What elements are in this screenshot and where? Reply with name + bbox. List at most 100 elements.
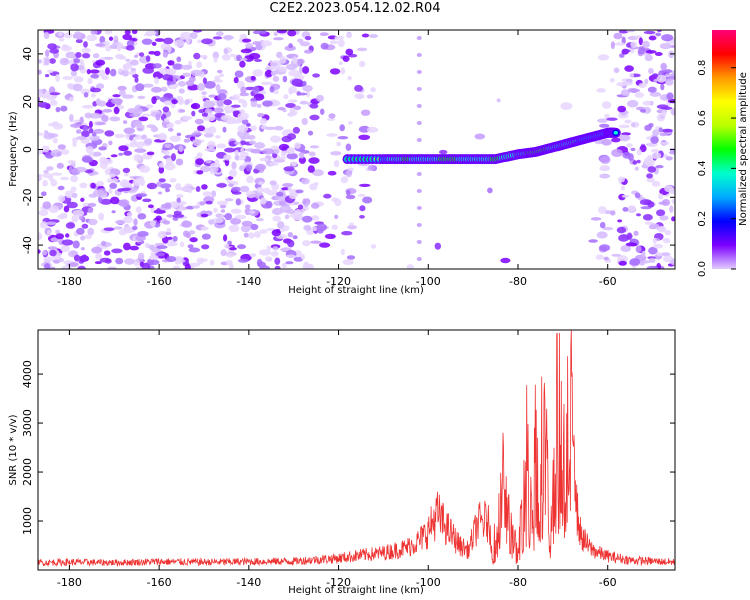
- heatmap-cell: [611, 149, 623, 157]
- heatmap-cell: [89, 112, 102, 119]
- heatmap-cell: [237, 124, 249, 133]
- heatmap-cell: [49, 249, 57, 257]
- heatmap-cell: [262, 100, 273, 107]
- heatmap-cell: [152, 63, 162, 69]
- heatmap-cell: [270, 251, 279, 257]
- heatmap-cell: [90, 30, 98, 35]
- heatmap-cell: [196, 61, 203, 68]
- heatmap-cell: [137, 95, 146, 100]
- heatmap-cell: [122, 94, 134, 99]
- heatmap-cell: [264, 126, 276, 130]
- heatmap-cell: [87, 202, 97, 208]
- heatmap-cell: [192, 30, 203, 33]
- heatmap-cell: [150, 220, 156, 227]
- heatmap-cell: [197, 125, 205, 132]
- heatmap-cell: [224, 147, 236, 153]
- heatmap-cell: [248, 140, 256, 145]
- heatmap-cell: [72, 210, 85, 217]
- heatmap-cell: [416, 36, 422, 40]
- heatmap-cell: [302, 80, 307, 86]
- heatmap-cell: [293, 201, 300, 205]
- heatmap-cell: [661, 34, 674, 42]
- heatmap-cell: [73, 58, 81, 64]
- heatmap-cell: [250, 148, 262, 154]
- heatmap-cell: [42, 201, 52, 209]
- heatmap-cell: [195, 186, 201, 192]
- heatmap-cell: [630, 147, 636, 152]
- snr-x-axis: -180 -160 -140 -120 -100 -80 -60: [57, 330, 617, 589]
- chart-title: C2E2.2023.054.12.02.R04: [269, 1, 441, 16]
- heatmap-cell: [125, 45, 135, 51]
- heatmap-cell: [416, 240, 422, 244]
- heatmap-cell: [651, 180, 661, 187]
- heatmap-cell: [93, 128, 105, 134]
- heatmap-cell: [588, 239, 598, 243]
- heatmap-cell: [338, 39, 345, 48]
- heatmap-cell: [416, 138, 422, 142]
- heatmap-cell: [44, 58, 50, 66]
- heatmap-cell: [602, 227, 614, 231]
- heatmap-cell: [184, 263, 191, 269]
- heatmap-cell: [70, 123, 82, 128]
- heatmap-cell: [296, 91, 301, 96]
- heatmap-cell: [287, 30, 297, 37]
- heatmap-cell: [228, 169, 238, 178]
- heatmap-cell: [665, 156, 673, 161]
- heatmap-cell: [560, 102, 573, 110]
- heatmap-cell: [196, 257, 204, 264]
- heatmap-plot-area: [38, 30, 675, 269]
- heatmap-cell: [55, 74, 60, 82]
- heatmap-cell: [370, 244, 377, 249]
- heatmap-cell: [68, 96, 74, 102]
- heatmap-cell: [162, 220, 171, 225]
- heatmap-cell: [347, 225, 357, 230]
- heatmap-cell: [214, 75, 221, 81]
- heatmap-cell: [254, 142, 266, 149]
- heatmap-cell: [162, 37, 174, 45]
- heatmap-cell: [47, 43, 57, 50]
- heatmap-cell: [487, 187, 493, 194]
- heatmap-cell: [635, 245, 642, 253]
- heatmap-cell: [656, 74, 667, 83]
- heatmap-cell: [308, 157, 320, 164]
- heatmap-cell: [137, 252, 145, 261]
- heatmap-cell: [122, 33, 132, 41]
- heatmap-cell: [219, 204, 227, 209]
- heatmap-cell: [659, 132, 668, 137]
- heatmap-cell: [217, 93, 227, 101]
- heatmap-cell: [166, 256, 177, 262]
- heatmap-cell: [656, 104, 669, 109]
- heatmap-cell: [65, 233, 70, 238]
- heatmap-cell: [159, 183, 172, 189]
- heatmap-cell: [202, 191, 212, 197]
- heatmap-cell: [265, 200, 273, 209]
- heatmap-cell: [230, 208, 242, 214]
- heatmap-cell: [149, 254, 159, 261]
- heatmap-cell: [301, 178, 310, 185]
- heatmap-cell: [284, 214, 290, 220]
- colorbar-tick-label: 0.0: [697, 261, 708, 277]
- heatmap-cell: [95, 98, 101, 106]
- heatmap-cell: [73, 76, 84, 83]
- heatmap-cell: [165, 188, 170, 193]
- heatmap-cell: [207, 113, 216, 122]
- heatmap-cell: [176, 132, 182, 137]
- heatmap-cell: [360, 109, 371, 116]
- heatmap-cell: [259, 229, 268, 234]
- heatmap-cell: [357, 193, 366, 197]
- heatmap-cell: [103, 227, 115, 231]
- heatmap-cell: [176, 194, 184, 198]
- heatmap-cell: [368, 34, 379, 38]
- heatmap-cell: [358, 95, 364, 99]
- heatmap-cell: [100, 240, 107, 247]
- heatmap-cell: [223, 48, 229, 55]
- heatmap-cell: [634, 192, 641, 199]
- heatmap-cell: [141, 262, 151, 269]
- heatmap-cell: [58, 195, 66, 203]
- heatmap-x-axis: -180 -160 -140 -120 -100 -80 -60: [57, 30, 617, 288]
- heatmap-cell: [174, 39, 185, 48]
- heatmap-cell: [136, 124, 145, 132]
- heatmap-cell: [627, 100, 639, 108]
- heatmap-cell: [648, 68, 654, 74]
- heatmap-cell: [210, 168, 215, 175]
